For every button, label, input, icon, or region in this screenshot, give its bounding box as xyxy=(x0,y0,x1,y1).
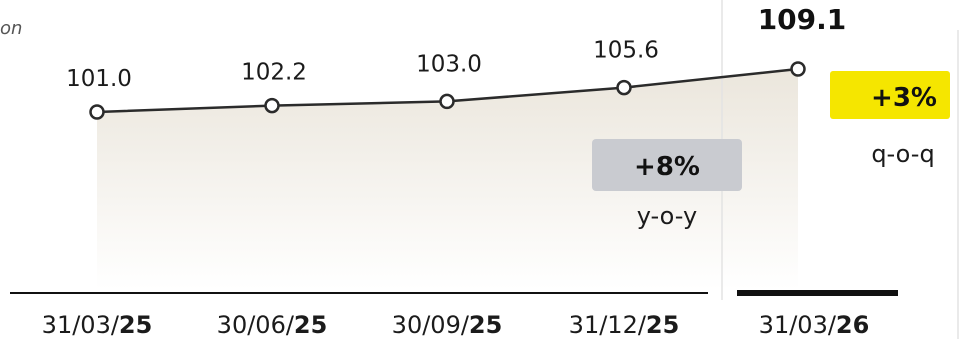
area-fill xyxy=(97,69,798,290)
yoy-caption: y-o-y xyxy=(637,202,697,230)
x-tick-label-5: 31/03/26 xyxy=(759,311,870,339)
data-point-5 xyxy=(790,61,806,77)
x-tick-label-3: 30/09/25 xyxy=(392,311,503,339)
title-fragment: on xyxy=(0,18,22,39)
x-tick-label-4: 31/12/25 xyxy=(569,311,680,339)
qoq-badge xyxy=(830,71,950,119)
x-tick-label-2: 30/06/25 xyxy=(217,311,328,339)
data-point-2 xyxy=(264,97,280,114)
value-label-2: 102.2 xyxy=(241,60,307,86)
value-label-1: 101.0 xyxy=(66,66,132,92)
value-label-4: 105.6 xyxy=(593,38,659,64)
x-tick-label-1: 31/03/25 xyxy=(42,311,153,339)
qoq-badge-text: +3% xyxy=(871,83,937,113)
data-point-3 xyxy=(439,93,455,110)
data-point-1 xyxy=(89,104,105,120)
yoy-badge-text: +8% xyxy=(634,152,700,182)
qoq-caption: q-o-q xyxy=(871,140,934,168)
value-label-3: 103.0 xyxy=(416,51,482,77)
value-label-5: 109.1 xyxy=(758,3,847,36)
yoy-badge xyxy=(592,139,742,191)
data-point-4 xyxy=(616,79,632,96)
